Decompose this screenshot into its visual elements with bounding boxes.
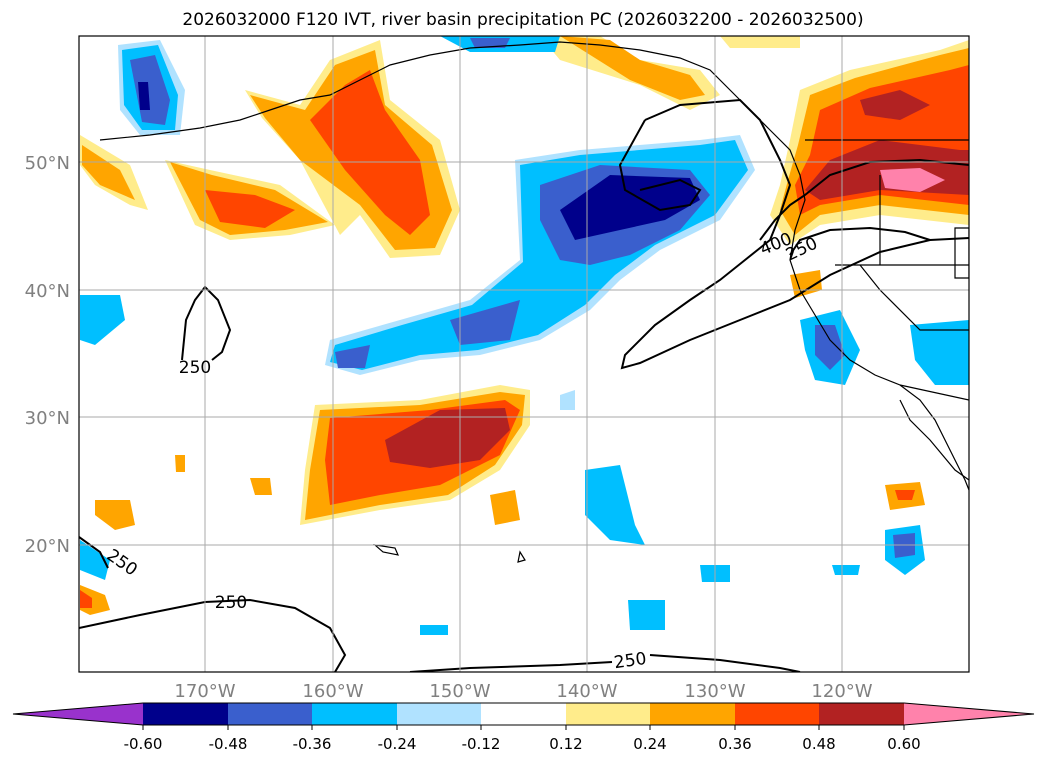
colorbar-tick-label: 0.60 <box>887 735 920 753</box>
lat-label: 40°N <box>25 281 70 302</box>
colorbar-tick-label: 0.36 <box>718 735 751 753</box>
lon-label: 140°W <box>556 681 617 702</box>
colorbar-segment <box>819 703 904 725</box>
map-frame <box>78 35 970 673</box>
lat-label: 30°N <box>25 408 70 429</box>
colorbar-segment <box>566 703 650 725</box>
contour-label: 250 <box>215 593 247 613</box>
colorbar-tick-label: -0.24 <box>378 735 417 753</box>
latitude-labels: 50°N 40°N 30°N 20°N <box>25 153 70 557</box>
colorbar-segment <box>481 703 566 725</box>
colorbar-extend-low <box>13 703 143 725</box>
colorbar: -0.60 -0.48 -0.36 -0.24 -0.12 0.12 0.24 … <box>12 702 1035 753</box>
colorbar-tick-label: 0.12 <box>549 735 582 753</box>
map-panel: 250 250 250 250 400 250 50°N 40°N 30°N 2… <box>25 35 970 702</box>
lon-label: 120°W <box>811 681 872 702</box>
colorbar-segment <box>650 703 735 725</box>
lat-label: 20°N <box>25 536 70 557</box>
colorbar-tick-label: 0.24 <box>633 735 666 753</box>
colorbar-extend-high <box>904 703 1034 725</box>
colorbar-tick-label: -0.36 <box>293 735 332 753</box>
colorbar-segment <box>228 703 312 725</box>
contour-label: 250 <box>613 649 648 673</box>
lon-label: 160°W <box>302 681 363 702</box>
ivt-contours <box>79 98 969 672</box>
lon-label: 130°W <box>684 681 745 702</box>
colorbar-tick-label: -0.12 <box>462 735 501 753</box>
colorbar-tick-label: -0.60 <box>124 735 163 753</box>
colorbar-tick-label: -0.48 <box>209 735 248 753</box>
lon-label: 150°W <box>429 681 490 702</box>
colorbar-segment <box>312 703 397 725</box>
colorbar-segment <box>735 703 819 725</box>
positive-anomaly-pacific-northwest <box>770 40 969 245</box>
colorbar-segment <box>397 703 481 725</box>
precipitation-pc-field <box>79 36 969 672</box>
positive-anomaly-subtropical <box>80 270 925 615</box>
positive-anomaly-north-pacific <box>80 36 800 258</box>
lat-label: 50°N <box>25 153 70 174</box>
colorbar-tick-label: 0.48 <box>802 735 835 753</box>
figure-title: 2026032000 F120 IVT, river basin precipi… <box>182 10 863 30</box>
longitude-labels: 170°W 160°W 150°W 140°W 130°W 120°W <box>174 681 872 702</box>
lon-label: 170°W <box>174 681 235 702</box>
contour-label: 250 <box>179 358 211 378</box>
colorbar-segment <box>143 703 228 725</box>
gridlines <box>79 36 969 672</box>
